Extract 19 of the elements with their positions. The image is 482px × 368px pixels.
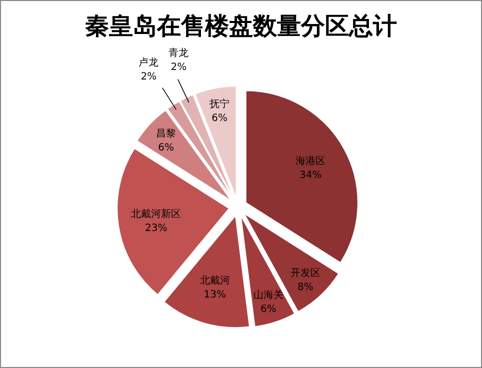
slice-label: 青龙 [168, 47, 189, 60]
data-label: 34% [300, 170, 322, 182]
slice-label: 开发区 [290, 268, 320, 279]
data-label: 6% [158, 142, 174, 154]
slice-label: 昌黎 [156, 128, 176, 140]
slice-label: 山海关 [253, 288, 284, 301]
slice-label: 卢龙 [138, 56, 159, 68]
data-label: 2% [140, 71, 157, 82]
data-label: 13% [204, 290, 226, 301]
data-label: 23% [144, 222, 168, 234]
data-label: 8% [298, 282, 314, 293]
slice-label: 海港区 [296, 155, 326, 168]
slice-label: 北戴河新区 [131, 208, 182, 220]
data-label: 6% [212, 113, 228, 124]
data-label: 2% [170, 62, 187, 74]
slice-label: 北戴河 [200, 274, 230, 287]
slice-label: 抚宁 [208, 98, 230, 110]
chart-title: 秦皇岛在售楼盘数量分区总计 [85, 11, 397, 40]
data-label: 6% [260, 304, 276, 315]
